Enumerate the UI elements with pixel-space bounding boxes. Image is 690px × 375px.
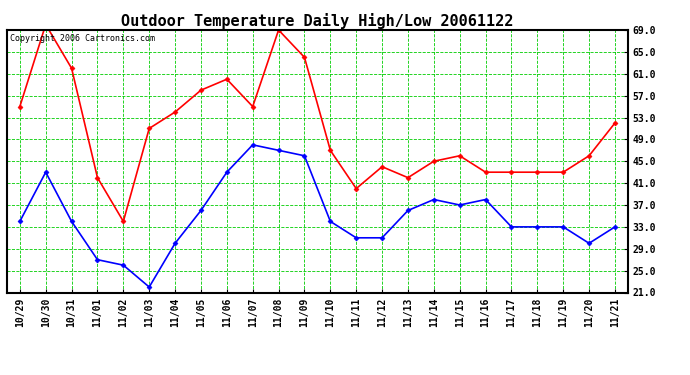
Text: Copyright 2006 Cartronics.com: Copyright 2006 Cartronics.com [10,34,155,43]
Title: Outdoor Temperature Daily High/Low 20061122: Outdoor Temperature Daily High/Low 20061… [121,13,513,29]
